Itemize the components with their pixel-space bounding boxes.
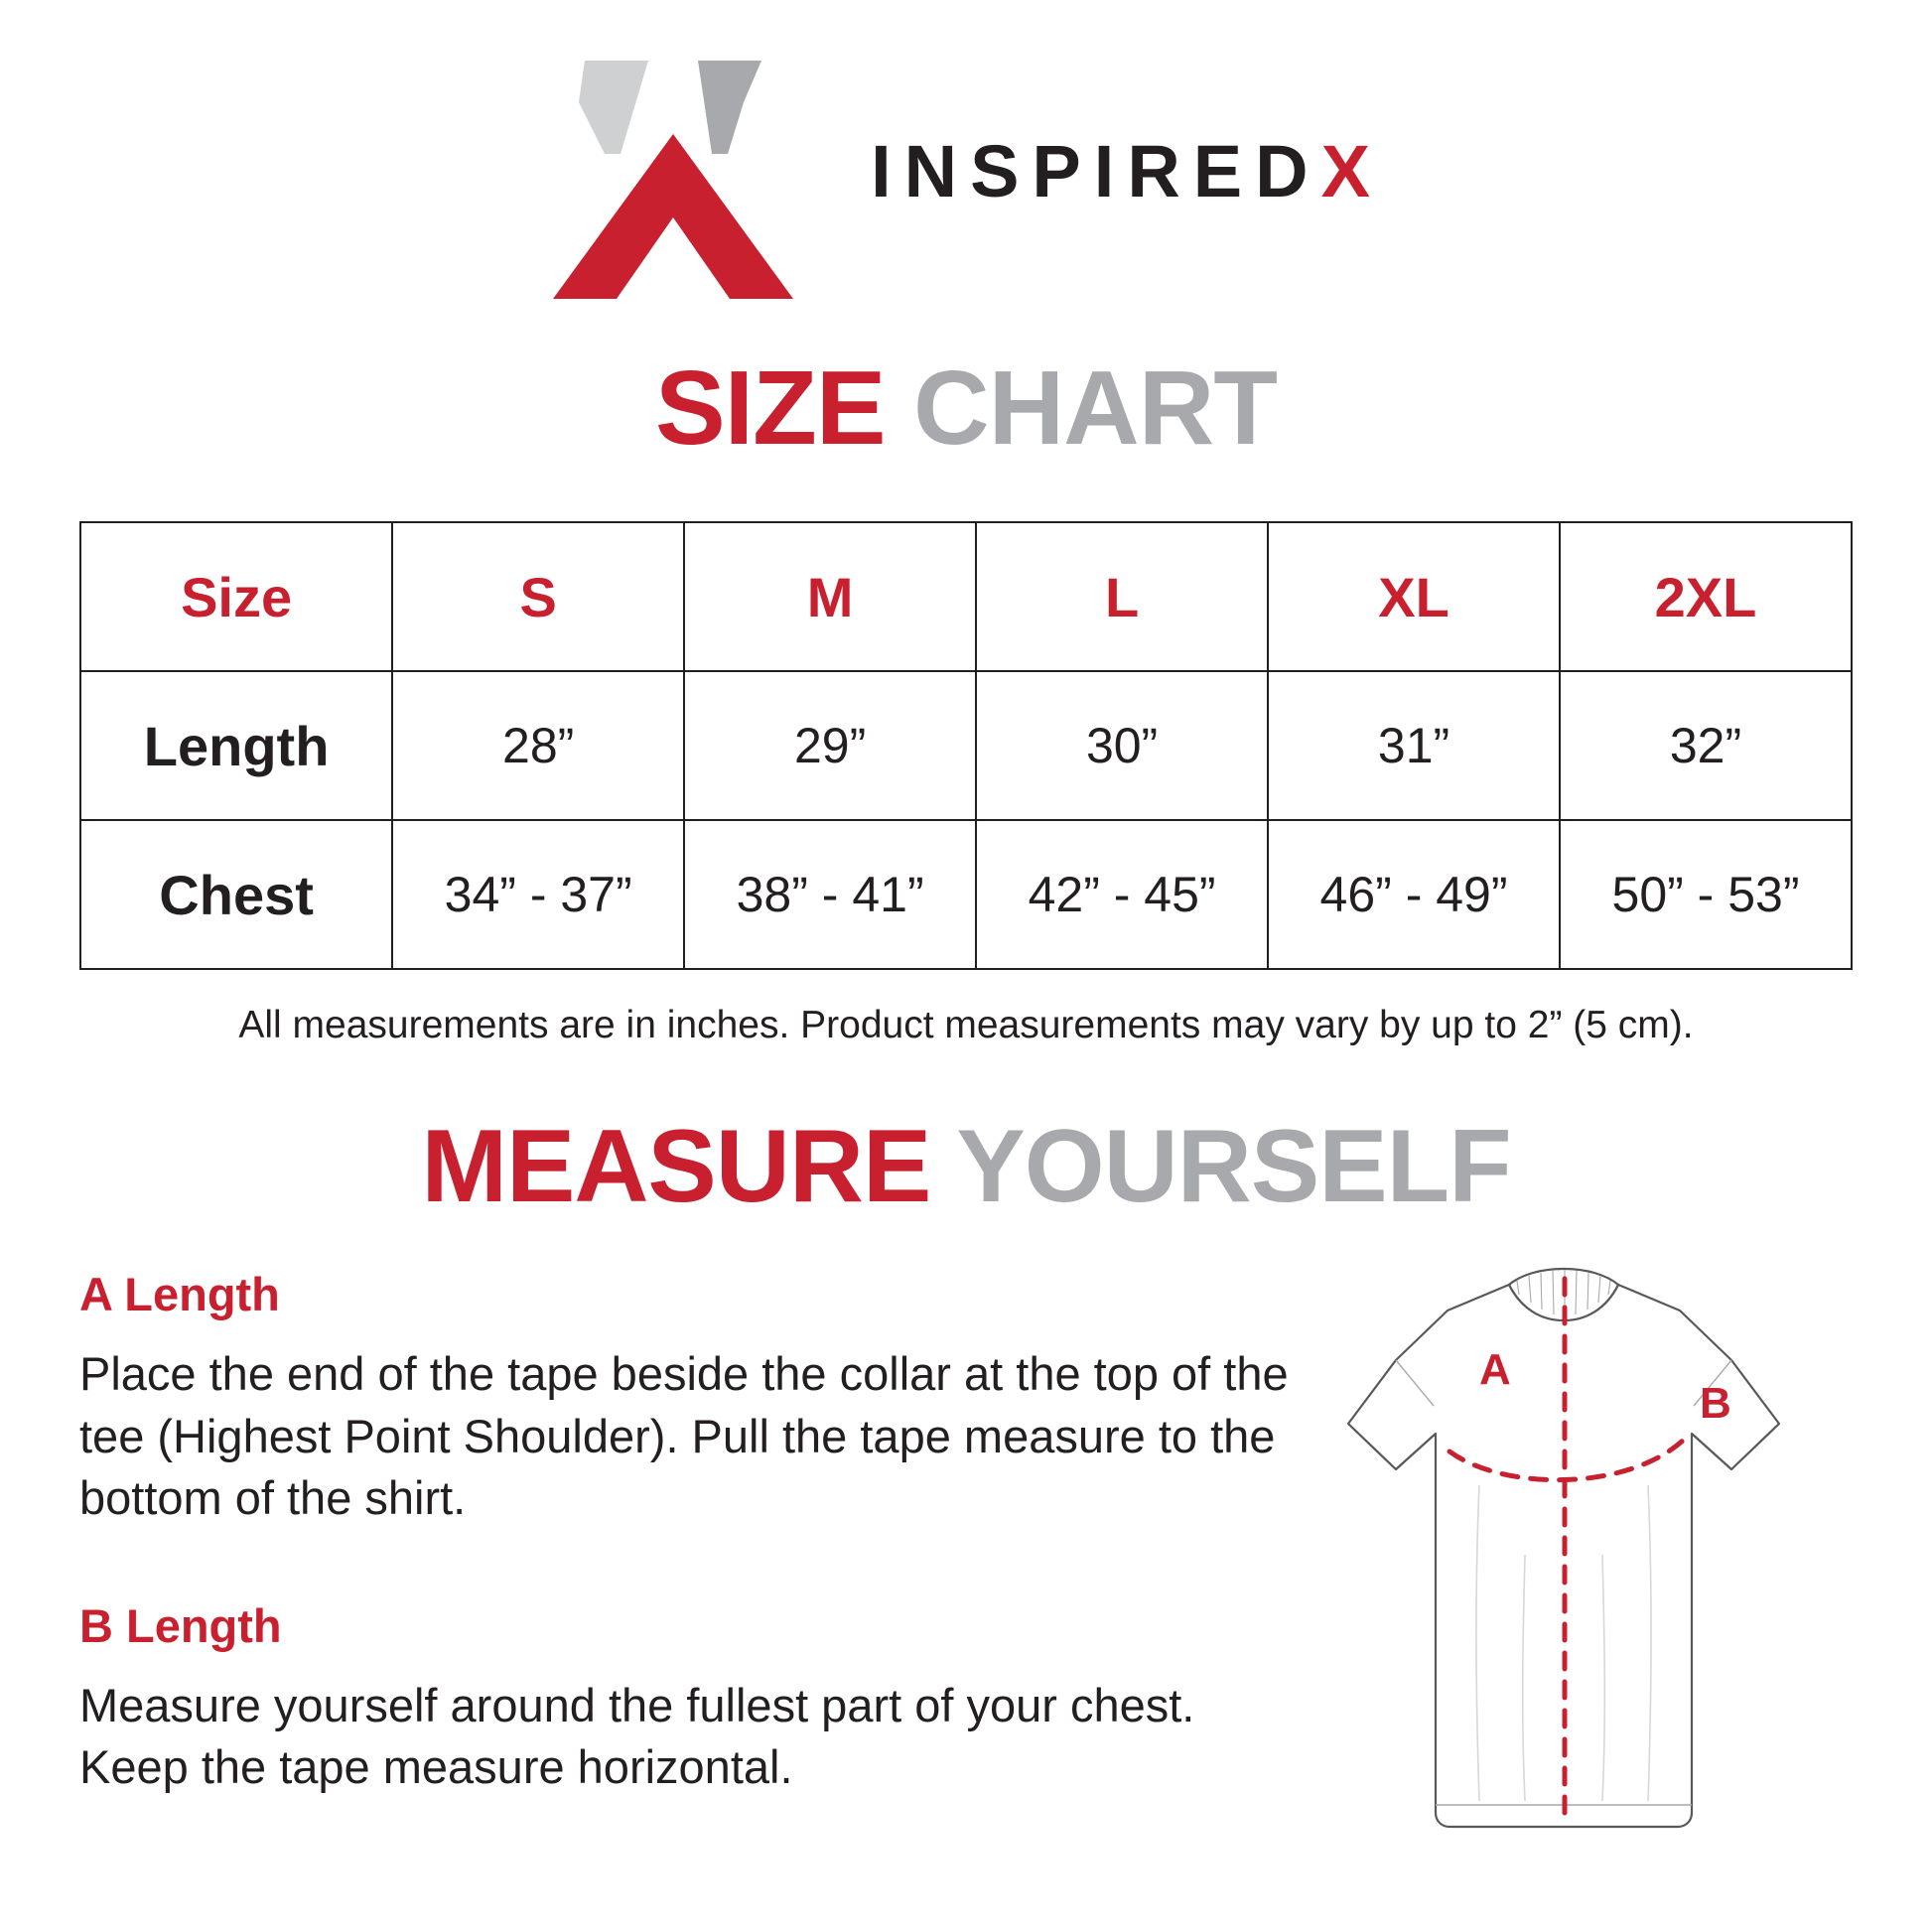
size-chart-table: Size S M L XL 2XL Length 28” 29” 30” 31”… xyxy=(78,521,1853,971)
cell-chest-s: 34” - 37” xyxy=(391,819,686,971)
table-header-cell-l: L xyxy=(975,521,1270,673)
cell-chest-xl: 46” - 49” xyxy=(1267,819,1561,971)
cell-chest-2xl: 50” - 53” xyxy=(1559,819,1853,971)
table-header-cell-xl: XL xyxy=(1267,521,1561,673)
measure-instructions-block: A Length Place the end of the tape besid… xyxy=(79,1267,1853,1853)
table-header-cell-m: M xyxy=(683,521,978,673)
diagram-label-b: B xyxy=(1700,1379,1731,1428)
instruction-heading-a: A Length xyxy=(79,1268,280,1321)
diagram-label-a: A xyxy=(1479,1345,1511,1394)
table-header-row: Size S M L XL 2XL xyxy=(78,521,1853,673)
measure-title-accent: MEASURE xyxy=(421,1109,931,1225)
measure-instructions-text: A Length Place the end of the tape besid… xyxy=(79,1267,1330,1797)
instruction-heading-b: B Length xyxy=(79,1598,282,1652)
size-chart-table-wrap: Size S M L XL 2XL Length 28” 29” 30” 31”… xyxy=(78,521,1853,971)
row-label-chest: Chest xyxy=(78,819,394,971)
cell-length-l: 30” xyxy=(975,670,1270,822)
inspiredx-chevron-logo-icon xyxy=(549,43,797,301)
size-chart-title-accent: SIZE xyxy=(654,349,887,467)
brand-name-dark: INSPIRED xyxy=(871,130,1321,212)
brand-name-accent: X xyxy=(1320,130,1383,212)
table-row-chest: Chest 34” - 37” 38” - 41” 42” - 45” 46” … xyxy=(78,819,1853,971)
measure-title-rest: YOURSELF xyxy=(956,1109,1511,1225)
table-header-cell-size: Size xyxy=(78,521,394,673)
size-chart-title-rest: CHART xyxy=(913,349,1278,467)
row-label-length: Length xyxy=(78,670,394,822)
table-header-cell-2xl: 2XL xyxy=(1559,521,1853,673)
instruction-body-b: Measure yourself around the fullest part… xyxy=(79,1678,1195,1793)
cell-length-xl: 31” xyxy=(1267,670,1561,822)
cell-chest-l: 42” - 45” xyxy=(975,819,1270,971)
table-header-cell-s: S xyxy=(391,521,686,673)
table-row-length: Length 28” 29” 30” 31” 32” xyxy=(78,670,1853,822)
instruction-body-a: Place the end of the tape beside the col… xyxy=(79,1347,1289,1524)
brand-logo-block: INSPIRED X xyxy=(0,0,1932,301)
cell-chest-m: 38” - 41” xyxy=(683,819,978,971)
brand-wordmark: INSPIRED X xyxy=(871,135,1383,208)
measure-yourself-title: MEASURE YOURSELF xyxy=(0,1113,1932,1221)
tshirt-diagram-icon: A B xyxy=(1330,1257,1797,1853)
cell-length-m: 29” xyxy=(683,670,978,822)
cell-length-2xl: 32” xyxy=(1559,670,1853,822)
measurements-footnote: All measurements are in inches. Product … xyxy=(238,1004,1694,1047)
cell-length-s: 28” xyxy=(391,670,686,822)
size-chart-title: SIZE CHART xyxy=(0,352,1932,464)
